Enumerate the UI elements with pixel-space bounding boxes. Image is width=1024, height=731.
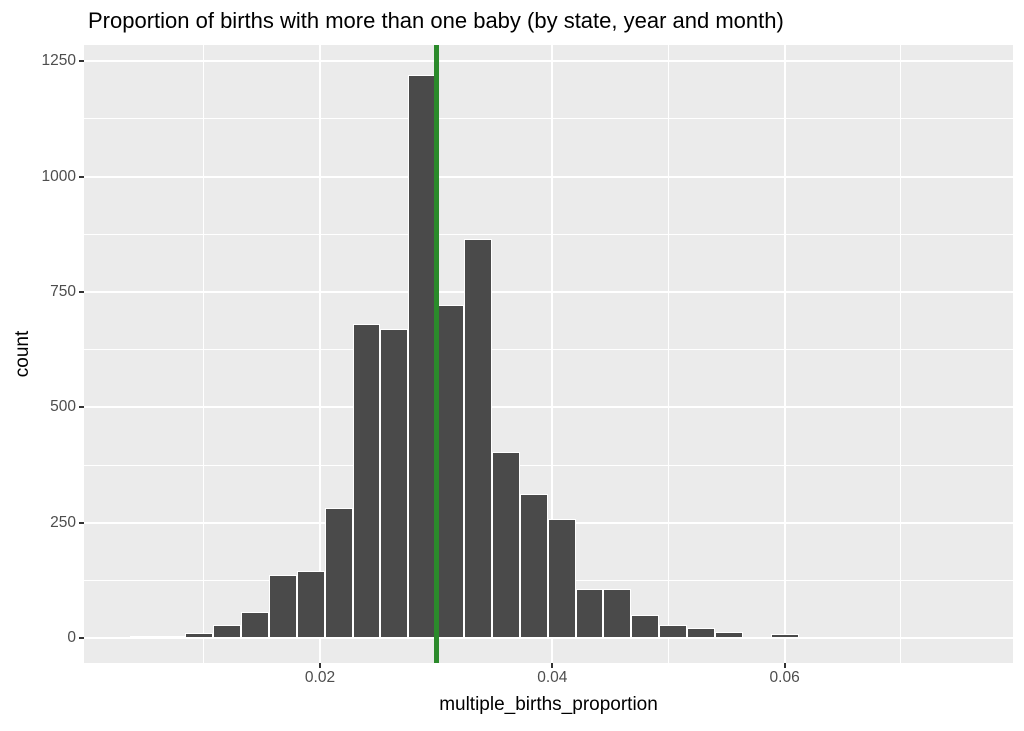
x-tick-mark [783,663,786,668]
histogram-bar [408,74,437,639]
vline-reference [433,45,439,663]
y-tick-mark [79,637,84,640]
y-tick-mark [79,406,84,409]
x-tick-mark [551,663,554,668]
gridline-major-y [84,637,1013,640]
y-tick-label: 1250 [41,52,76,70]
y-axis-title: count [12,330,33,378]
gridline-minor-y [84,349,1013,351]
plot-panel [84,45,1013,663]
histogram-bar [464,238,492,639]
histogram-bar [491,451,520,639]
histogram-bar [519,493,548,639]
histogram-bar [324,508,353,639]
y-tick-label: 750 [50,282,76,300]
gridline-major-y [84,406,1013,409]
gridline-major-x [551,45,554,663]
y-tick-mark [79,521,84,524]
histogram-bar [241,611,269,639]
y-tick-label: 500 [50,398,76,416]
x-tick-mark [319,663,322,668]
y-tick-mark [79,290,84,293]
histogram-bar [547,519,576,639]
histogram-bar [742,637,771,640]
chart-title: Proportion of births with more than one … [88,8,784,33]
gridline-major-y [84,290,1013,293]
gridline-major-y [84,60,1013,63]
gridline-minor-y [84,233,1013,235]
x-axis-title: multiple_births_proportion [439,694,658,715]
y-tick-label: 1000 [41,167,76,185]
histogram-bar [380,329,409,639]
gridline-minor-x [667,45,669,663]
y-tick-label: 0 [67,629,76,647]
histogram-bar [575,589,604,639]
x-tick-label: 0.02 [304,669,336,686]
gridline-minor-y [84,118,1013,120]
histogram-bar [631,615,660,639]
histogram-bar [129,635,158,639]
histogram-bar [296,571,325,639]
histogram-bar [714,632,743,639]
y-tick-label: 250 [50,513,76,531]
histogram-bar [352,324,381,639]
histogram-bar [157,636,186,639]
y-tick-mark [79,175,84,178]
histogram-bar [687,628,715,639]
gridline-minor-x [900,45,902,663]
histogram-bar [603,589,632,639]
gridline-major-y [84,175,1013,178]
gridline-minor-y [84,464,1013,466]
histogram-bar [185,633,214,639]
y-tick-mark [79,60,84,63]
x-tick-label: 0.06 [769,669,800,686]
histogram-bar [268,575,297,639]
gridline-major-x [783,45,786,663]
x-tick-label: 0.04 [537,669,568,686]
histogram-bar [436,305,465,639]
histogram-bar [213,624,242,639]
histogram-bar [770,634,799,639]
histogram-bar [659,625,688,639]
gridline-major-x [319,45,322,663]
gridline-minor-x [203,45,205,663]
